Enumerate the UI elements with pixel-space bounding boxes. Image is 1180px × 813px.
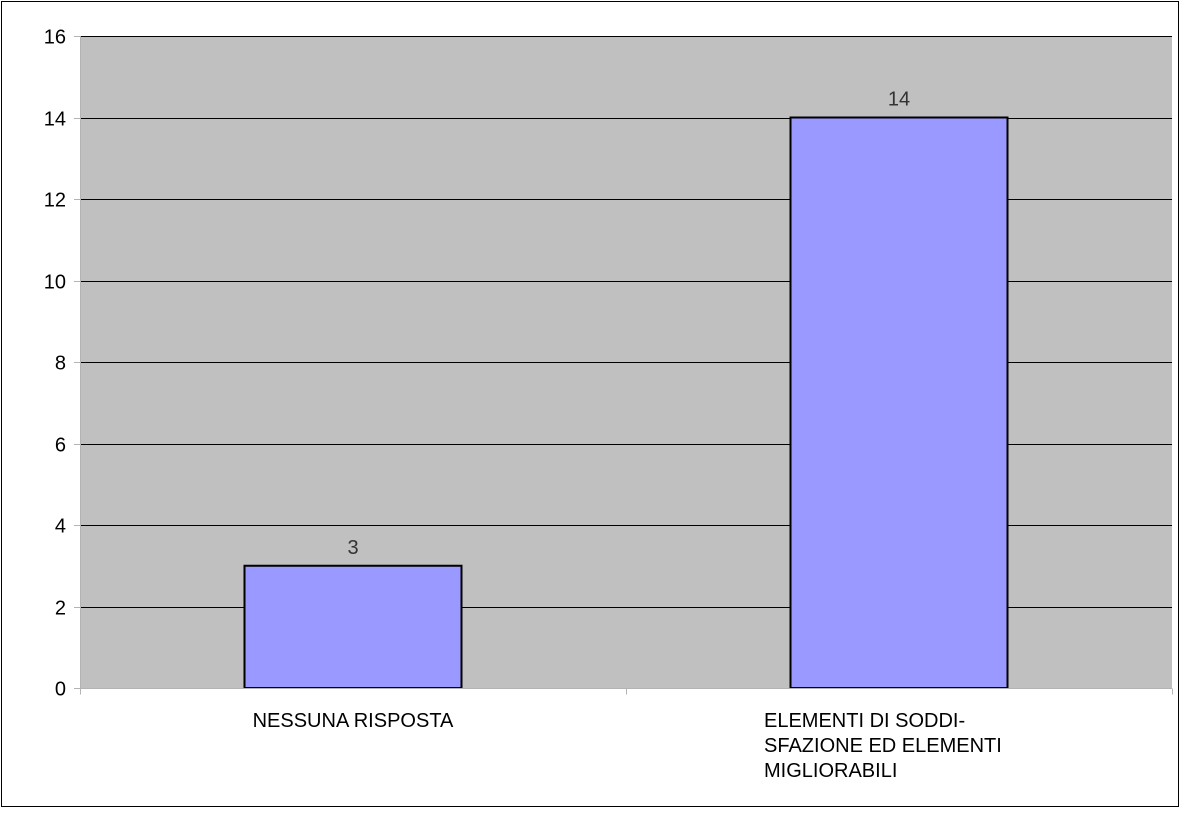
y-tick-label: 14 [44, 109, 66, 131]
y-tick-label: 6 [55, 435, 66, 457]
y-tick-label: 10 [44, 272, 66, 294]
y-tick-label: 12 [44, 190, 66, 212]
x-tick-label-1: ELEMENTI DI SODDI- [764, 710, 965, 732]
data-labels: 3 14 [347, 89, 910, 559]
bar-0 [243, 564, 463, 689]
data-label-0: 3 [347, 537, 358, 559]
y-tick-label: 16 [44, 27, 66, 49]
y-tick-label: 8 [55, 353, 66, 375]
y-tick-label: 4 [55, 516, 66, 538]
y-axis-tick-labels: 0 2 4 6 8 10 12 14 16 [44, 27, 66, 701]
y-tick-label: 0 [55, 679, 66, 701]
bar-1 [789, 116, 1009, 689]
y-tick-label: 2 [55, 598, 66, 620]
axes [74, 36, 1173, 695]
x-tick-label-0: NESSUNA RISPOSTA [253, 710, 454, 732]
x-tick-label-1: SFAZIONE ED ELEMENTI [764, 735, 1002, 757]
x-axis-tick-labels: NESSUNA RISPOSTA ELEMENTI DI SODDI- SFAZIO… [253, 710, 1002, 782]
x-tick-label-1: MIGLIORABILI [764, 760, 897, 782]
data-label-1: 14 [888, 89, 910, 111]
bars [243, 116, 1009, 689]
